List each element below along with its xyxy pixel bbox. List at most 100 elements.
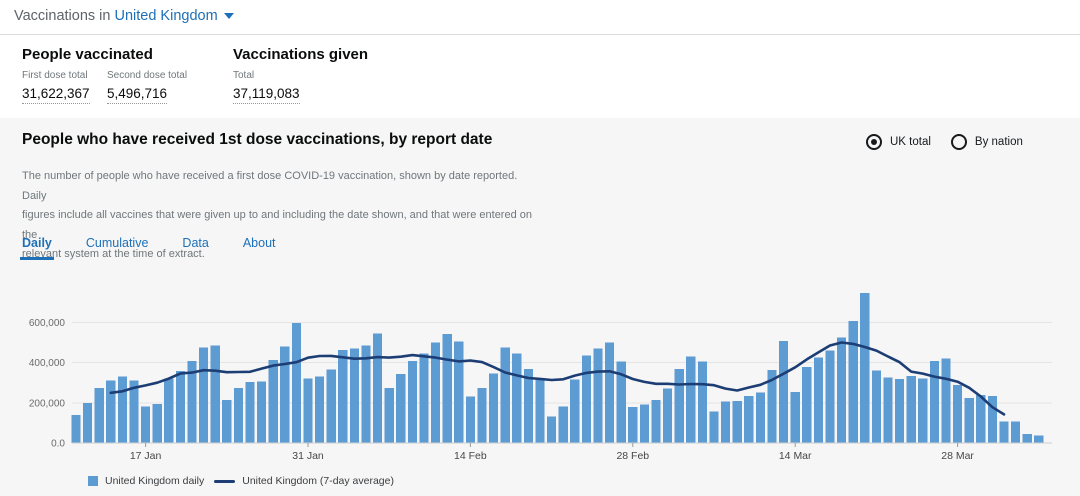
bar-23 Mar (895, 378, 905, 443)
bar-29 Jan (280, 346, 290, 443)
bar-27 Jan (257, 381, 267, 443)
bar-21 Jan (187, 360, 197, 443)
radio-unselected-icon (950, 134, 967, 150)
bar-20 Feb (535, 379, 545, 443)
bar-swatch-icon (88, 476, 98, 486)
second-dose-stat: Second dose total 5,496,716 (107, 70, 187, 104)
bar-10 Mar (744, 395, 754, 443)
bar-26 Jan (245, 381, 255, 443)
bar-4 Feb (349, 348, 359, 443)
bar-18 Mar (837, 337, 847, 443)
bar-8 Mar (721, 401, 731, 443)
bar-6 Feb (373, 333, 383, 443)
people-vaccinated-title: People vaccinated (22, 46, 153, 63)
bar-9 Feb (407, 360, 417, 443)
daily-chart[interactable]: 0.0 200,000 400,000 600,000 17 Jan 31 Jan 14 F… (0, 270, 1080, 470)
bar-18 Feb (512, 353, 522, 443)
bar-5 Mar (686, 356, 696, 443)
bar-27 Mar (941, 358, 951, 443)
bar-17 Mar (825, 350, 835, 443)
bar-15 Jan (117, 376, 127, 443)
tab-data[interactable]: Data (182, 236, 209, 250)
second-dose-label: Second dose total (107, 70, 188, 81)
bar-16 Jan (129, 380, 139, 443)
legend-average: United Kingdom (7-day average) (214, 475, 394, 487)
vaccinations-given-block: Vaccinations given Total 37,119,083 (233, 46, 368, 104)
chart-tabs: Daily Cumulative Data About (20, 234, 308, 260)
bar-11 Jan (71, 414, 81, 443)
bar-17 Feb (500, 347, 510, 443)
bar-11 Mar (755, 392, 765, 443)
bar-25 Mar (918, 378, 928, 443)
legend-daily: United Kingdom daily (88, 475, 204, 487)
tab-about[interactable]: About (242, 236, 276, 250)
bar-25 Feb (593, 348, 603, 443)
bar-3 Mar (663, 388, 673, 443)
bar-8 Feb (396, 373, 406, 443)
bar-3 Feb (338, 349, 348, 443)
bar-14 Mar (790, 392, 800, 443)
header-divider (0, 34, 1080, 35)
svg-text:0.0: 0.0 (51, 439, 65, 450)
radio-by-nation-label: By nation (974, 136, 1023, 148)
first-dose-stat: First dose total 31,622,367 (22, 70, 107, 104)
bar-2 Apr (1011, 421, 1021, 443)
location-dropdown[interactable]: United Kingdom (114, 8, 234, 24)
bar-21 Mar (871, 370, 881, 443)
svg-text:17 Jan: 17 Jan (130, 450, 162, 462)
bar-2 Feb (326, 369, 336, 443)
svg-text:200,000: 200,000 (29, 398, 66, 409)
bar-13 Feb (454, 341, 464, 443)
bar-4 Mar (674, 368, 684, 443)
bar-7 Feb (384, 387, 394, 443)
average-line (109, 341, 1006, 416)
bar-11 Feb (431, 342, 441, 443)
daily-bar-chart-svg[interactable]: 0.0 200,000 400,000 600,000 17 Jan 31 Jan 14 F… (0, 270, 1080, 470)
legend-daily-label: United Kingdom daily (105, 475, 205, 487)
svg-text:28 Mar: 28 Mar (941, 450, 974, 462)
chart-title: People who have received 1st dose vaccin… (22, 131, 493, 148)
svg-text:400,000: 400,000 (29, 358, 66, 369)
bar-24 Mar (906, 375, 916, 443)
bar-12 Feb (442, 334, 452, 443)
first-dose-value: 31,622,367 (22, 86, 90, 104)
page-title-prefix: Vaccinations in (14, 8, 111, 24)
bar-4 Apr (1034, 435, 1044, 443)
bar-13 Mar (779, 340, 789, 443)
bar-19 Jan (164, 378, 174, 443)
bar-29 Mar (964, 398, 974, 443)
people-vaccinated-block: People vaccinated First dose total 31,62… (22, 46, 201, 104)
bar-26 Feb (605, 342, 615, 443)
bar-30 Mar (976, 394, 986, 443)
radio-uk-total[interactable]: UK total (866, 134, 931, 150)
radio-by-nation[interactable]: By nation (950, 134, 1023, 150)
tab-cumulative[interactable]: Cumulative (85, 236, 149, 250)
bar-13 Jan (94, 388, 104, 443)
svg-text:28 Feb: 28 Feb (616, 450, 649, 462)
total-doses-value: 37,119,083 (233, 86, 300, 104)
chevron-down-icon (223, 13, 234, 20)
chart-description: The number of people who have received a… (22, 170, 532, 260)
bar-28 Jan (268, 359, 278, 443)
bar-21 Feb (547, 416, 557, 443)
bar-24 Jan (222, 399, 232, 443)
first-dose-panel: People who have received 1st dose vaccin… (0, 118, 1080, 496)
bar-5 Feb (361, 345, 371, 443)
tab-daily[interactable]: Daily (20, 234, 54, 260)
second-dose-value: 5,496,716 (107, 86, 168, 104)
bar-1 Apr (999, 421, 1009, 443)
bar-19 Feb (523, 369, 533, 443)
bar-20 Jan (175, 371, 185, 443)
chart-legend: United Kingdom daily United Kingdom (7-d… (88, 475, 404, 487)
bar-15 Feb (477, 388, 487, 443)
bar-14 Jan (106, 380, 116, 443)
svg-text:31 Jan: 31 Jan (292, 450, 324, 462)
total-doses-stat: Total 37,119,083 (233, 70, 300, 104)
bar-12 Mar (767, 369, 777, 443)
bar-24 Feb (581, 355, 591, 443)
bar-31 Jan (303, 378, 313, 443)
bar-3 Apr (1022, 433, 1032, 443)
line-swatch-icon (214, 479, 236, 483)
bar-22 Jan (199, 347, 209, 443)
